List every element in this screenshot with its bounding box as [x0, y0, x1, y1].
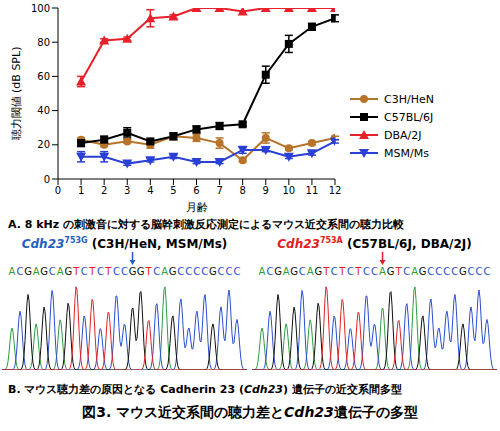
svg-text:11: 11 — [306, 185, 319, 196]
svg-text:60: 60 — [37, 71, 50, 82]
html-text:C57BL/6J: C57BL/6J — [384, 110, 434, 124]
svg-text:40: 40 — [37, 105, 50, 116]
html-text:Cdh23: Cdh23 — [277, 237, 320, 251]
html-text:753A (C57BL/6J, DBA/2J): 753A (C57BL/6J, DBA/2J) — [319, 236, 472, 251]
html-text:図3. マウス近交系間の聴力差とCdh23遺伝子の多型: 図3. マウス近交系間の聴力差とCdh23遺伝子の多型 — [82, 404, 418, 420]
svg-text:0: 0 — [44, 174, 50, 185]
svg-text:1: 1 — [78, 185, 84, 196]
html-text:Cdh23: Cdh23 — [21, 237, 65, 251]
html-text:753G (C3H/HeN, MSM/Ms): 753G (C3H/HeN, MSM/Ms) — [64, 236, 228, 251]
svg-text:100: 100 — [31, 3, 50, 14]
svg-text:20: 20 — [37, 139, 50, 150]
svg-text:聴力閾値 (dB SPL): 聴力閾値 (dB SPL) — [10, 47, 23, 141]
svg-text:3: 3 — [124, 185, 130, 196]
svg-text:9: 9 — [263, 185, 269, 196]
svg-text:12: 12 — [329, 185, 342, 196]
svg-text:5: 5 — [170, 185, 176, 196]
html-text:DBA/2J: DBA/2J — [384, 128, 422, 142]
svg-text:7: 7 — [216, 185, 222, 196]
html-text:A C G A G C A G T C T C T C C: A C G A G C A G T C T C T C C G G T C A … — [8, 266, 241, 277]
svg-text:0: 0 — [55, 185, 61, 196]
html-text:A C G A G C A G T C T C T C C: A C G A G C A G T C T C T C C A G T C A … — [258, 266, 491, 277]
svg-text:10: 10 — [282, 185, 295, 196]
html-text:B. マウス聴力差の原因となる Cadherin 23 (C: B. マウス聴力差の原因となる Cadherin 23 (Cdh23) 遺伝子の… — [8, 383, 402, 396]
svg-text:2: 2 — [101, 185, 107, 196]
svg-text:80: 80 — [37, 37, 50, 48]
html-text:MSM/Ms: MSM/Ms — [384, 146, 429, 160]
svg-text:4: 4 — [147, 185, 153, 196]
html-text:A. 8 kHz の刺激音に対する脳幹刺激反応測定によるマウ: A. 8 kHz の刺激音に対する脳幹刺激反応測定によるマウス近交系間の聴力比較 — [8, 218, 404, 231]
html-text:C3H/HeN: C3H/HeN — [384, 92, 434, 106]
svg-text:8: 8 — [239, 185, 245, 196]
svg-text:6: 6 — [193, 185, 199, 196]
svg-text:月齢: 月齢 — [186, 201, 208, 214]
